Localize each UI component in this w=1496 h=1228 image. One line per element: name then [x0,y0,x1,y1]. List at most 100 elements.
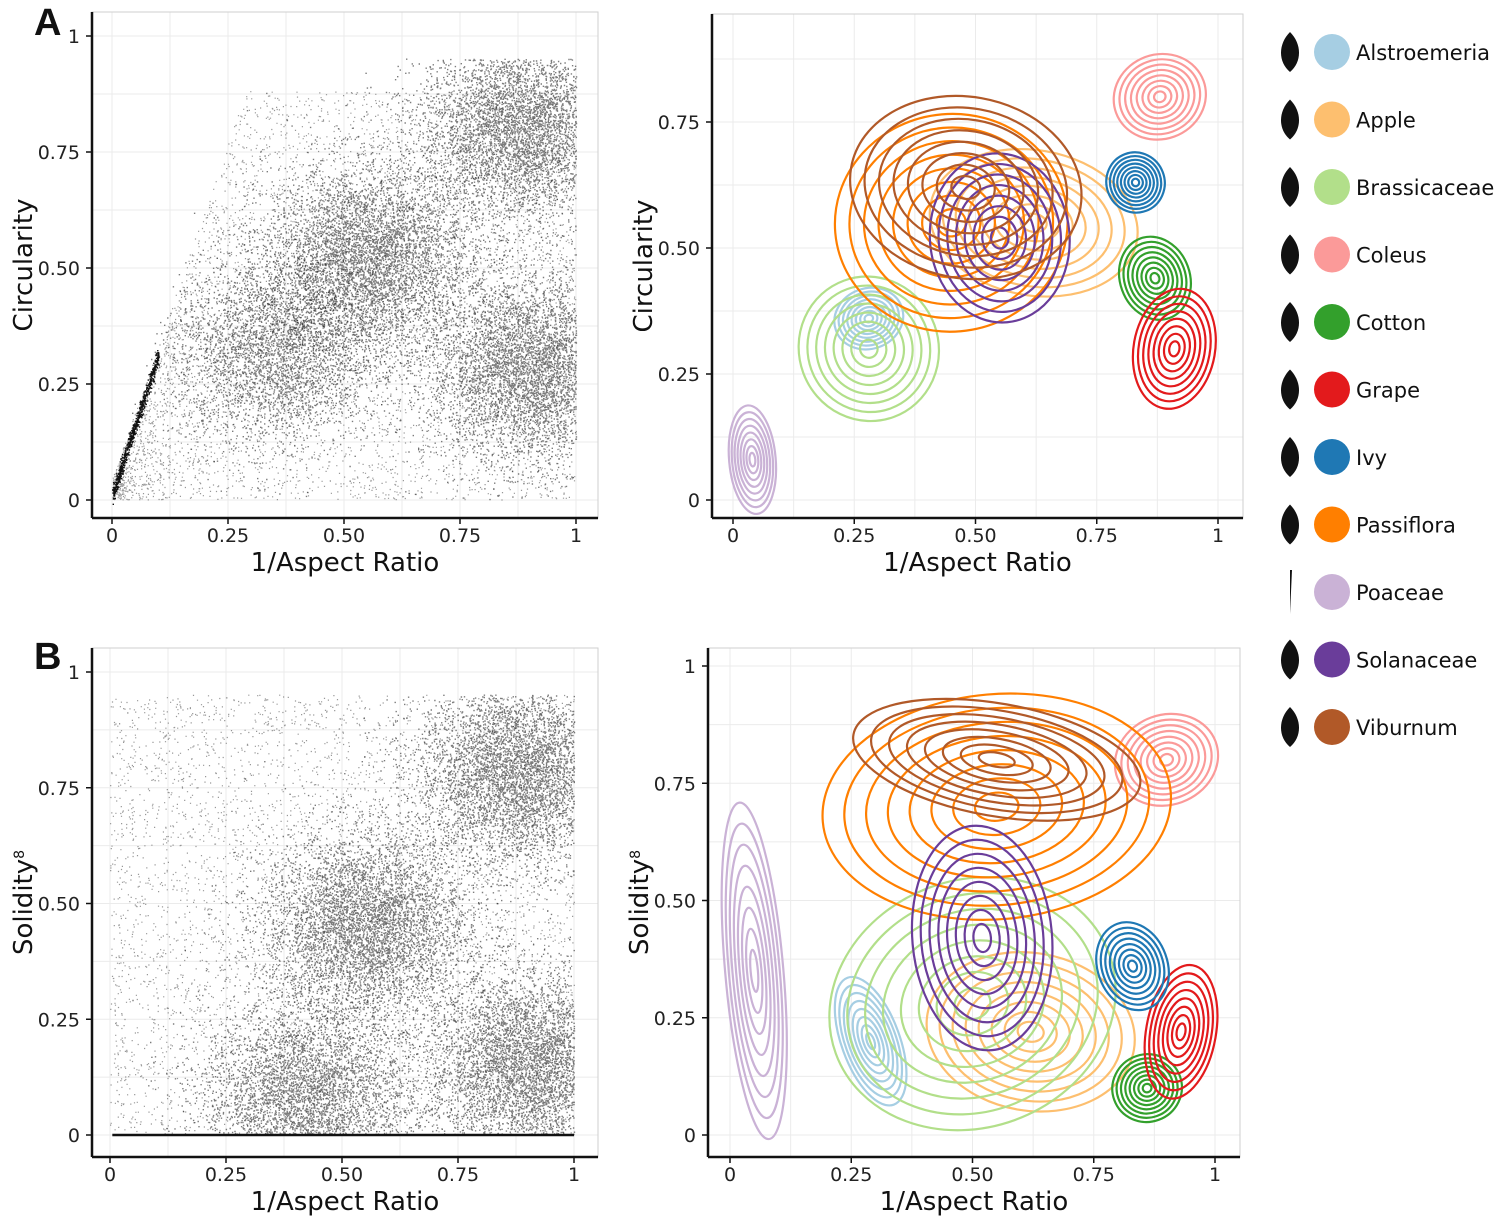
contour-level [850,329,888,368]
contour-level [1147,84,1173,109]
contour-level [856,1016,886,1067]
contour-cotton [1111,1053,1183,1124]
y-axis-title-exponent: 8 [12,850,28,859]
contour-level [959,743,1034,777]
contour-level [1113,943,1152,990]
legend-label: Alstroemeria [1356,41,1490,65]
legend-label: Poaceae [1356,581,1444,605]
y-tick-label: 0.25 [654,1008,696,1030]
y-tick-label: 0.75 [38,778,80,800]
x-tick-label: 1 [1209,1164,1221,1186]
y-tick-label: 1 [68,662,80,684]
x-tick-label: 1 [570,525,582,547]
contour-level [1140,261,1170,295]
y-tick-label: 1 [684,656,696,678]
contour-level [843,706,1151,907]
y-axis-title: Circularity [629,200,659,333]
contour-level [815,293,923,405]
legend-item-ivy: Ivy [1281,437,1387,477]
legend-swatch [1314,34,1350,70]
legend-swatch [1314,709,1350,745]
panel-label-b: B [34,636,62,678]
y-tick-label: 0.50 [654,891,696,913]
contour-level [848,94,1083,281]
y-tick-label: 0.50 [38,894,80,916]
solanaceae-leaf-icon [1281,639,1299,680]
contour-level [1137,1078,1157,1098]
contour-level [928,152,1071,324]
contour-brassicaceae [828,876,1117,1132]
legend-item-coleus: Coleus [1281,234,1427,275]
legend-item-apple: Apple [1281,99,1416,140]
x-tick-label: 0.50 [323,525,365,547]
legend-label: Viburnum [1356,716,1458,740]
contour-viburnum [848,94,1083,281]
legend-item-viburnum: Viburnum [1281,707,1458,747]
contour-level [917,955,1028,1053]
contour-poaceae [720,801,788,1141]
x-tick-label: 0.25 [205,1164,247,1186]
x-tick-label: 0.50 [321,1164,363,1186]
legend-swatch [1314,304,1350,340]
x-tick-label: 0.50 [951,1164,993,1186]
contour-level [724,822,784,1120]
ovate-leaf-icon [1281,99,1299,140]
y-tick-label: 0.50 [658,238,700,260]
contour-level [1016,1020,1045,1043]
contour-level [1123,170,1148,195]
x-tick-label: 1 [1212,525,1224,547]
B-scatter-chart: 0 0.25 0.50 0.75 1 0 0.25 0.50 0.75 1 1/Aspect Rat… [9,647,599,1217]
contour-level [1111,1053,1183,1124]
legend-swatch [1314,506,1350,543]
contour-level [1128,1070,1166,1107]
grape-leaf-icon [1281,369,1299,410]
contour-level [928,852,1036,1024]
contour-level [869,705,1124,815]
contour-level [1095,921,1170,1012]
contour-level [1170,1014,1192,1050]
scatter-cluster-3 [132,898,490,1136]
scatter-points [112,58,578,505]
y-tick-label: 0.25 [658,364,700,386]
legend-swatch [1314,439,1350,475]
x-tick-label: 0.75 [439,525,481,547]
contour-level [1112,158,1159,207]
contour-level [1126,724,1207,796]
y-tick-label: 0.75 [654,773,696,795]
y-tick-label: 0.25 [38,374,80,396]
contour-level [963,908,1001,968]
contour-level [1115,1057,1179,1119]
scatter-cluster-3 [132,152,495,498]
contour-level [842,991,899,1091]
contour-level [832,311,905,387]
contour-level [935,163,996,212]
contour-level [728,843,780,1099]
y-tick-label: 0.25 [38,1009,80,1031]
contour-level [921,152,1011,223]
legend: Alstroemeria Apple Brassicaceae Coleus Cotto… [1281,32,1494,747]
legend-swatch [1314,101,1350,138]
contour-level [1099,926,1166,1006]
contour-level [1119,1061,1175,1115]
x-axis-title: 1/Aspect Ratio [251,1187,440,1217]
passiflora-leaf-icon [1281,504,1299,545]
legend-label: Brassicaceae [1356,176,1494,200]
contour-level [1116,162,1155,203]
contour-level [877,117,1054,258]
contour-level [841,320,897,377]
contour-level [1119,166,1152,199]
scatter-cluster-0 [192,727,550,1084]
serrated-leaf-icon [1281,234,1299,275]
contour-level [930,763,1064,851]
contour-level [981,215,1019,261]
legend-item-alstroemeria: Alstroemeria [1281,32,1490,72]
y-tick-label: 0 [68,490,80,512]
contour-level [1104,932,1161,1001]
y-tick-label: 0.50 [38,258,80,280]
contour-level [1157,988,1205,1075]
contour-level [748,451,757,468]
contour-level [1141,1082,1153,1094]
contour-level [821,692,1173,921]
contour-level [1003,1010,1058,1053]
grass-blade-icon [1290,570,1292,614]
